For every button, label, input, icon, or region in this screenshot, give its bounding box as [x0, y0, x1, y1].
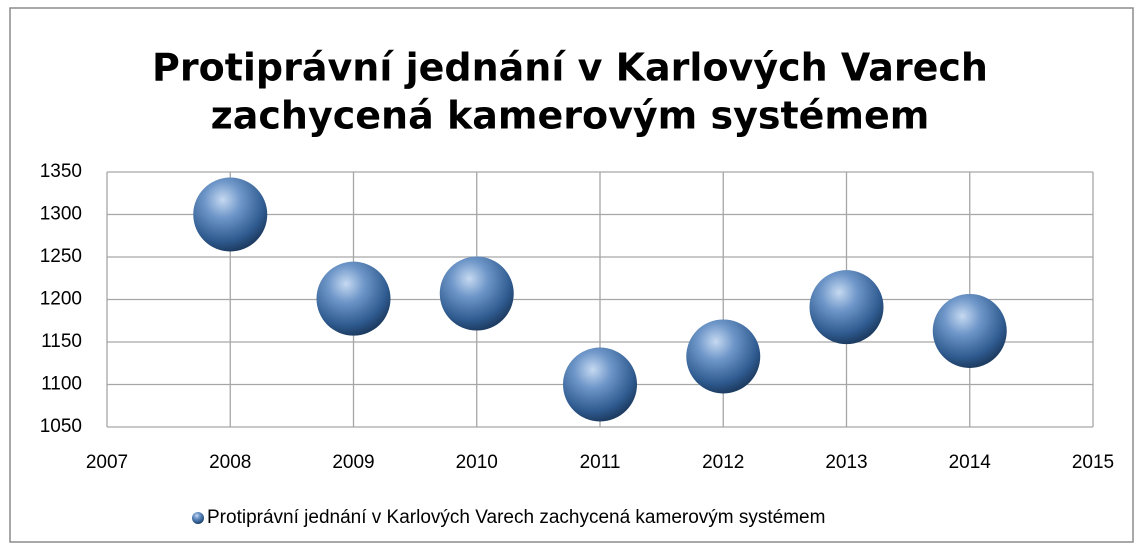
y-tick-label: 1150 — [41, 331, 82, 352]
x-tick-label: 2015 — [1072, 452, 1114, 473]
x-tick-label: 2012 — [702, 452, 744, 473]
x-tick-label: 2008 — [209, 452, 251, 473]
bubble — [316, 261, 391, 336]
x-tick-label: 2010 — [456, 452, 498, 473]
chart-title: zachycená kamerovým systémem — [211, 94, 930, 138]
y-tick-label: 1050 — [40, 416, 82, 437]
x-tick-label: 2013 — [825, 452, 867, 473]
bubble — [193, 177, 268, 252]
bubble — [439, 256, 514, 331]
y-tick-label: 1300 — [40, 204, 82, 225]
x-tick-label: 2009 — [332, 452, 374, 473]
x-tick-label: 2007 — [86, 452, 128, 473]
legend-marker — [192, 512, 204, 524]
chart-title: Protiprávní jednání v Karlových Varech — [152, 46, 988, 90]
bubble — [563, 347, 637, 422]
y-tick-label: 1350 — [40, 161, 82, 182]
x-tick-label: 2014 — [949, 452, 992, 473]
y-tick-label: 1250 — [40, 246, 82, 267]
bubble — [932, 293, 1007, 368]
x-tick-label: 2011 — [580, 452, 621, 473]
legend-label: Protiprávní jednání v Karlových Varech z… — [207, 507, 825, 528]
bubble — [686, 319, 761, 394]
y-tick-label: 1100 — [41, 374, 82, 395]
chart-frame — [9, 7, 1134, 543]
y-tick-label: 1200 — [40, 289, 82, 310]
bubble — [809, 270, 884, 345]
